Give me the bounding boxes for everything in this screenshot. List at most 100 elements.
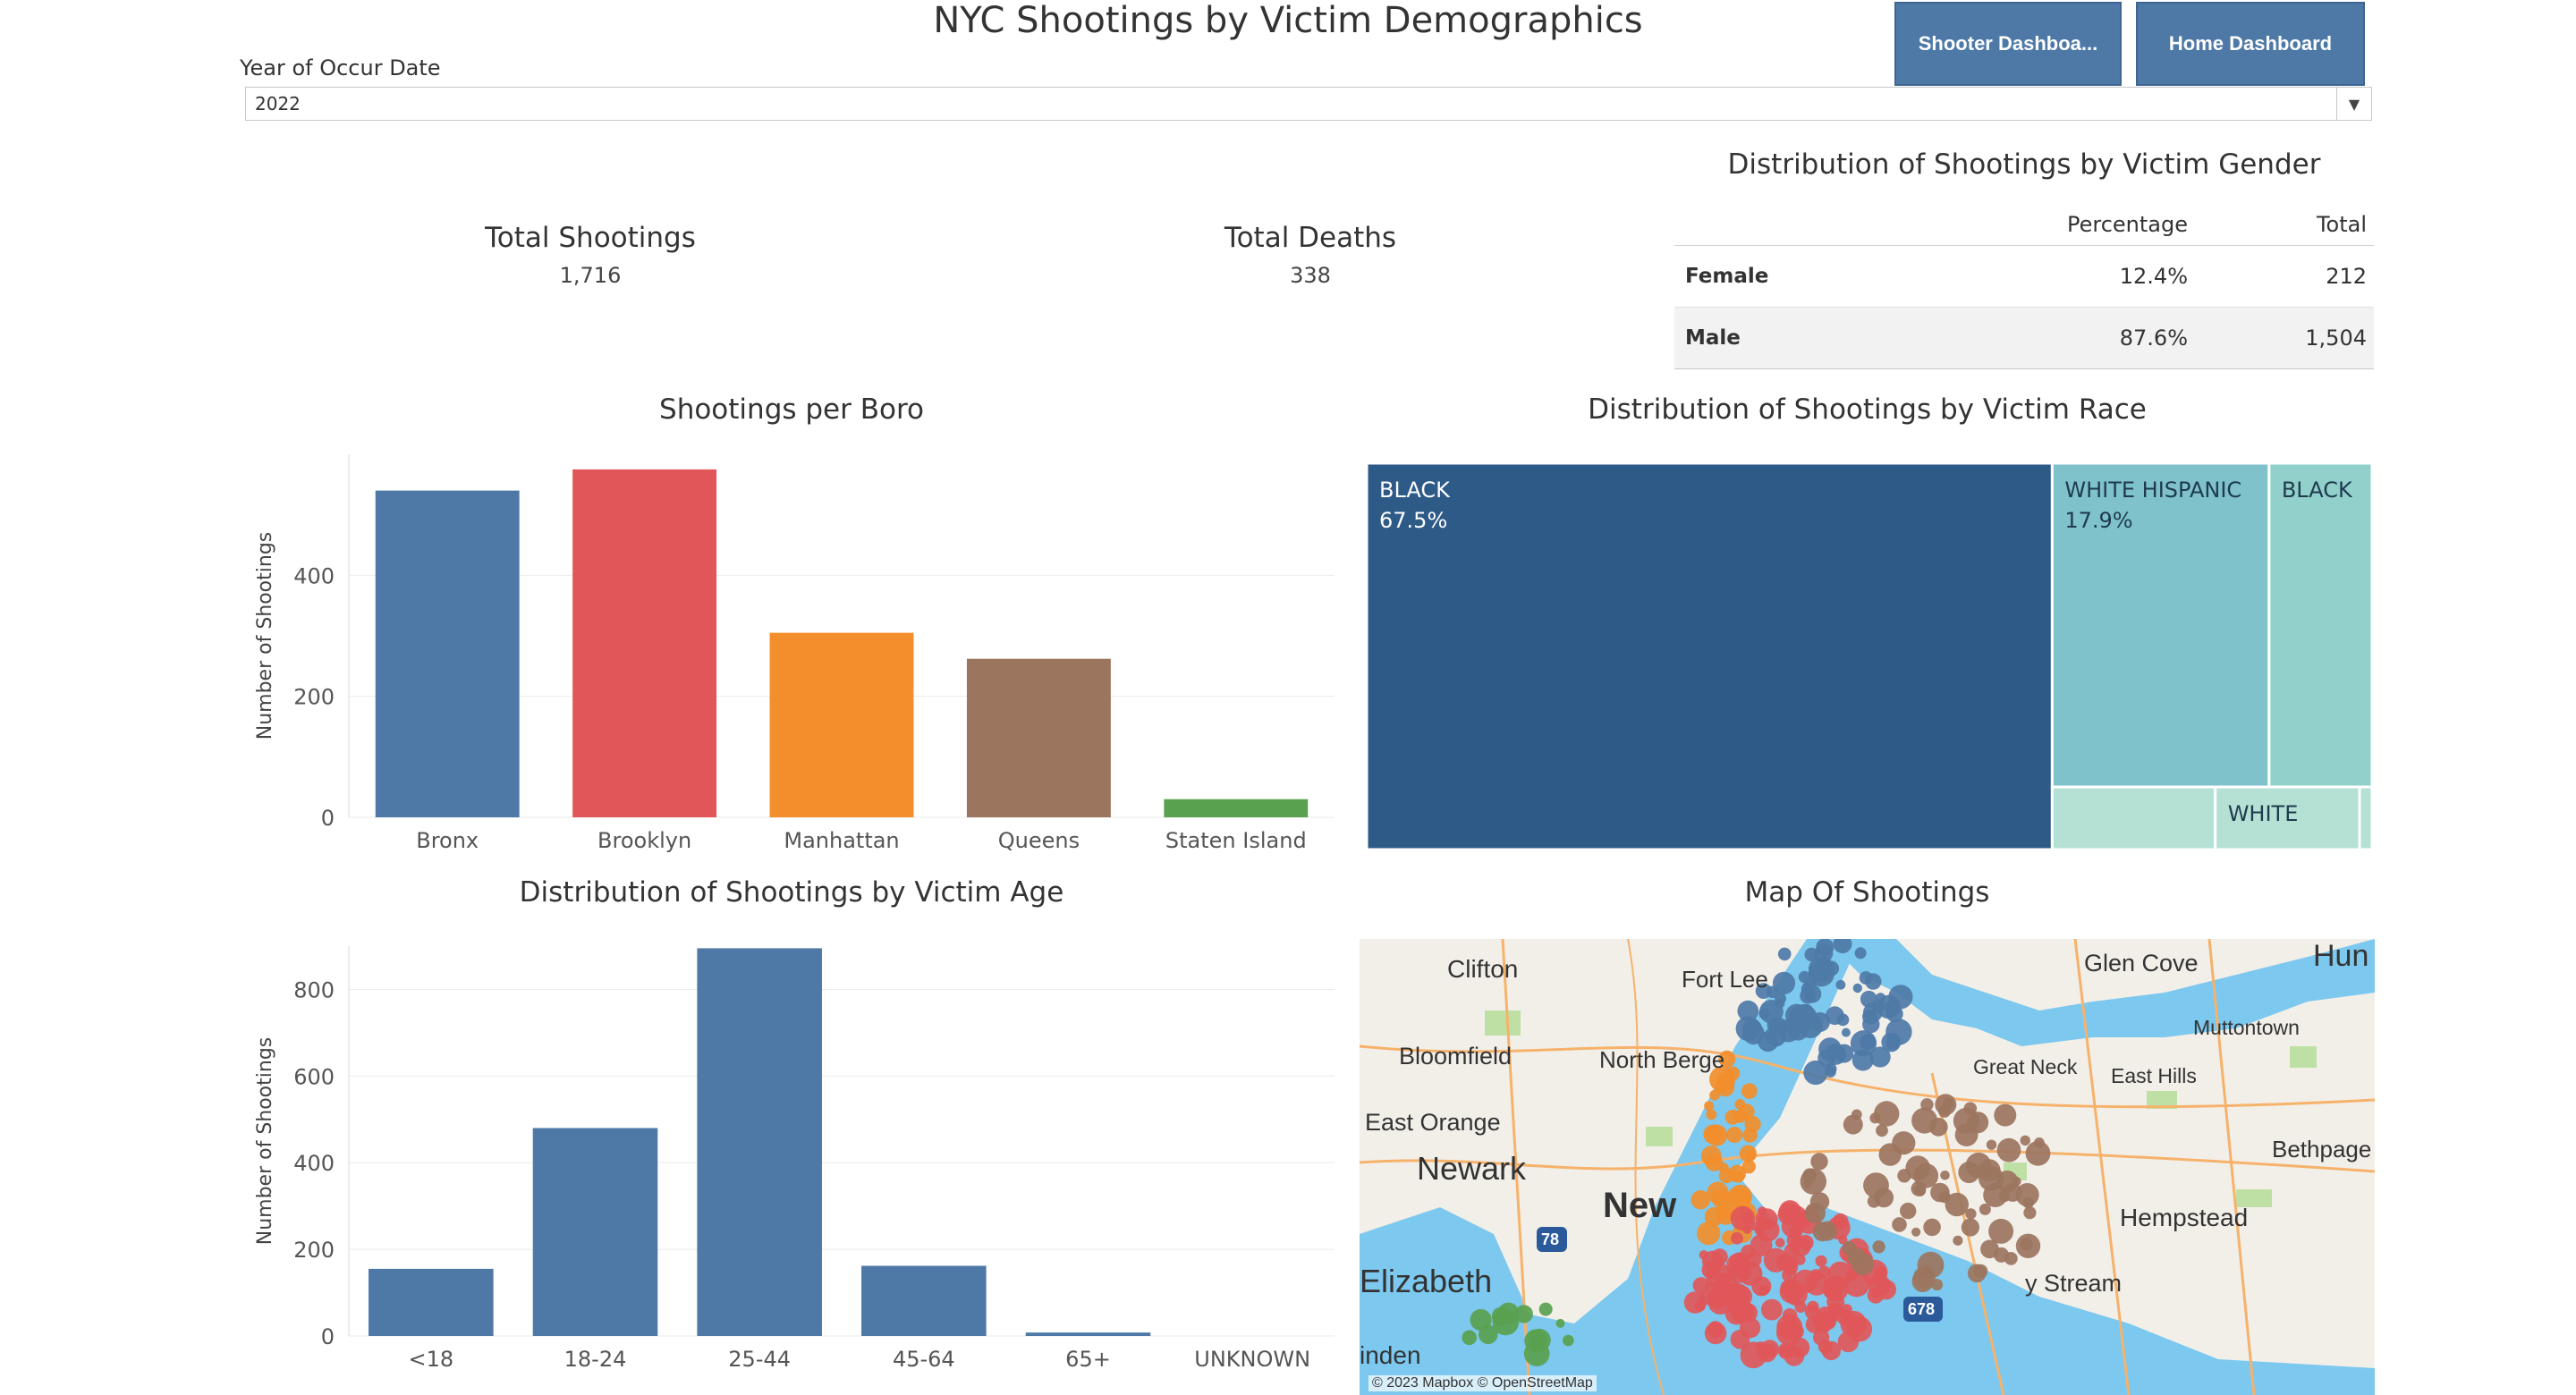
shooting-point[interactable] [1783,1256,1798,1271]
shooting-point[interactable] [1869,1112,1881,1124]
shooting-point[interactable] [1996,1137,2021,1162]
shooting-point[interactable] [1876,1124,1888,1137]
race-treemap[interactable]: BLACK 67.5% WHITE HISPANIC 17.9% BLACK WHITE [1367,463,2372,850]
shooting-point[interactable] [1988,1218,2014,1244]
shooting-point[interactable] [1803,977,1817,991]
shooting-point[interactable] [1812,1222,1833,1242]
shooting-point[interactable] [1697,1222,1721,1246]
shooting-point[interactable] [1761,1298,1783,1321]
shooting-point[interactable] [1740,1317,1761,1339]
shooting-point[interactable] [1835,979,1846,990]
shooting-point[interactable] [1772,971,1796,994]
shooting-point[interactable] [1758,1284,1769,1296]
shooting-point[interactable] [1742,1128,1758,1143]
chevron-down-icon[interactable]: ▼ [2336,88,2371,120]
shooting-point[interactable] [1873,1265,1887,1280]
shooting-point[interactable] [1706,1109,1717,1120]
shooting-point[interactable] [1760,1340,1779,1358]
shooting-point[interactable] [1862,1015,1880,1034]
shooting-point[interactable] [1812,1311,1834,1332]
shooting-point[interactable] [1818,1037,1842,1061]
bar-brooklyn[interactable] [572,469,717,817]
shooting-point[interactable] [1980,1239,1999,1259]
bar-18-24[interactable] [532,1128,658,1336]
shooting-point[interactable] [1711,1248,1728,1265]
bar-25-44[interactable] [697,948,822,1336]
shooting-point[interactable] [1965,1208,1977,1220]
shooting-point[interactable] [1928,1117,1948,1137]
shooting-point[interactable] [1913,1162,1939,1188]
shooting-point[interactable] [1755,983,1772,999]
shooting-point[interactable] [1836,1013,1850,1027]
shooting-point[interactable] [1742,1224,1752,1234]
shooting-point[interactable] [1807,1300,1819,1314]
shooting-point[interactable] [1491,1306,1511,1326]
shooting-point[interactable] [1777,947,1792,961]
table-row[interactable]: Male 87.6% 1,504 [1674,307,2374,369]
shooting-point[interactable] [1705,1154,1724,1171]
age-bar-chart[interactable]: 0 200 400 600 800 Number of Shootings <18 18-24… [242,930,1351,1377]
shooting-point[interactable] [1940,1171,1950,1180]
shooting-point[interactable] [1998,1190,2011,1203]
shooting-point[interactable] [1741,1083,1758,1099]
shooting-point[interactable] [1986,1139,1997,1150]
shooting-point[interactable] [1967,1112,1989,1134]
shooting-point[interactable] [1802,1168,1818,1183]
shooting-point[interactable] [1913,1184,1927,1196]
shooting-point[interactable] [1718,1168,1734,1184]
shooting-point[interactable] [1462,1330,1477,1346]
shooting-point[interactable] [1738,1262,1763,1286]
shooting-point[interactable] [1876,993,1885,1002]
shooting-point[interactable] [1794,1300,1807,1313]
table-row[interactable]: Female 12.4% 212 [1674,245,2374,308]
shooting-point[interactable] [1872,1240,1885,1254]
shooting-point[interactable] [1704,1206,1724,1227]
shooting-point[interactable] [1555,1318,1565,1328]
shooting-point[interactable] [1965,1152,1992,1179]
shooting-point[interactable] [2023,1206,2037,1220]
shooter-dashboard-button[interactable]: Shooter Dashboa... [1894,2,2122,86]
shooting-point[interactable] [1816,939,1835,957]
shooting-point[interactable] [1709,1089,1720,1101]
shooting-point[interactable] [1945,1192,1969,1217]
shooting-point[interactable] [1724,1282,1750,1309]
shooting-point[interactable] [1843,1270,1870,1298]
shooting-point[interactable] [1514,1305,1533,1323]
shooting-point[interactable] [1765,1025,1787,1047]
shooting-point[interactable] [1818,1265,1831,1279]
shooting-point[interactable] [1846,1247,1865,1265]
shooting-point[interactable] [1803,1060,1828,1086]
shooting-point[interactable] [1826,1287,1841,1301]
shooting-point[interactable] [2012,1176,2021,1187]
bar-queens[interactable] [966,658,1111,817]
shooting-point[interactable] [1734,1099,1746,1110]
shooting-point[interactable] [2020,1135,2030,1146]
shooting-point[interactable] [1920,1098,1934,1112]
shooting-point[interactable] [1865,973,1882,990]
bar-bronx[interactable] [375,490,520,817]
shooting-point[interactable] [1690,1190,1710,1210]
shooting-point[interactable] [1738,1303,1758,1323]
shooting-point[interactable] [1815,1255,1827,1267]
boro-bar-chart[interactable]: 0 200 400 Number of Shootings Bronx Brooklyn M… [242,438,1351,858]
shooting-point[interactable] [1692,1277,1709,1294]
shooting-point[interactable] [1785,1319,1801,1336]
shooting-point[interactable] [1763,1247,1789,1272]
shooting-point[interactable] [1804,947,1818,962]
shooting-point[interactable] [1931,1279,1944,1291]
home-dashboard-button[interactable]: Home Dashboard [2136,2,2365,86]
shooting-point[interactable] [1841,1304,1852,1315]
shooting-point[interactable] [1538,1302,1553,1316]
shooting-point[interactable] [1871,1289,1881,1299]
shooting-point[interactable] [1707,1321,1724,1338]
shooting-point[interactable] [2015,1183,2039,1207]
map-attribution[interactable]: © 2023 Mapbox © OpenStreetMap [1368,1375,1597,1391]
bar-45-64[interactable] [861,1265,987,1336]
shooting-point[interactable] [1704,1101,1715,1112]
shooting-point[interactable] [1911,1270,1934,1292]
shooting-point[interactable] [1854,947,1867,960]
shooting-point[interactable] [1716,1072,1735,1092]
shooting-point[interactable] [1824,1276,1835,1289]
shooting-point[interactable] [1897,1169,1911,1183]
shooting-point[interactable] [1785,1205,1808,1227]
